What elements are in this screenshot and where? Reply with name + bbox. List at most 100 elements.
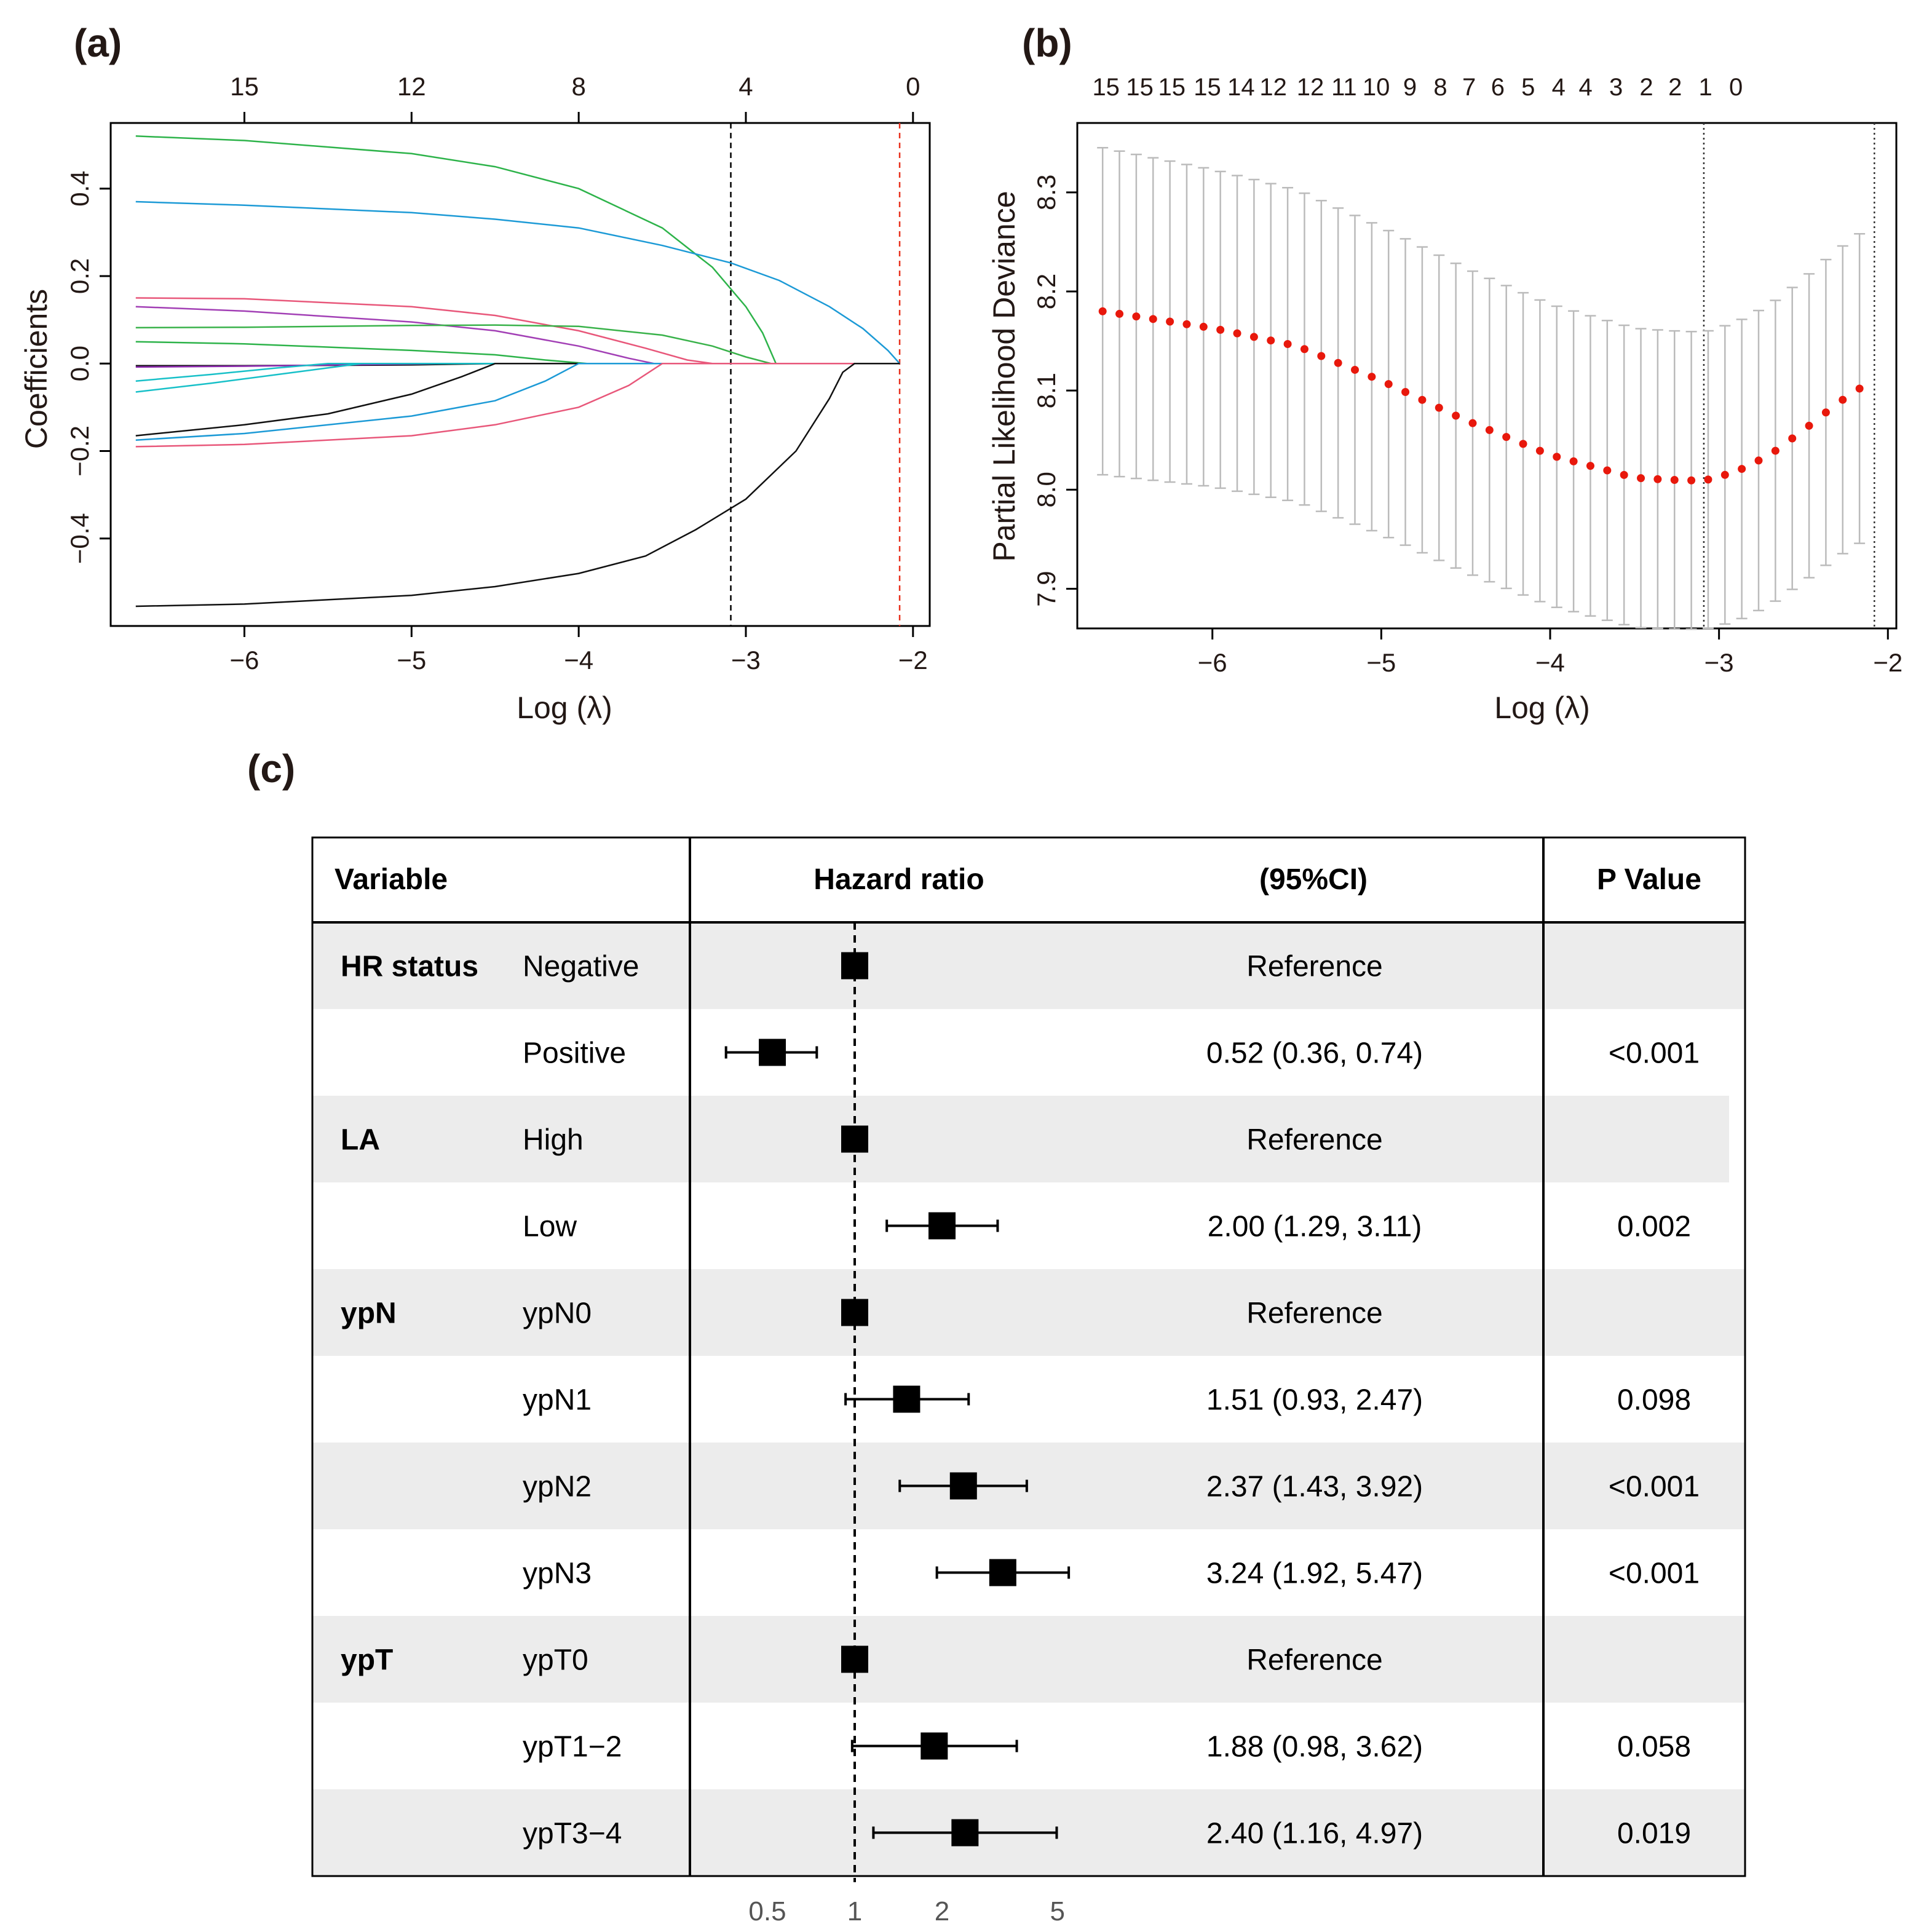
hr-marker bbox=[893, 1385, 920, 1413]
panel-b-point bbox=[1502, 433, 1511, 441]
panel-b-top-tick-label: 8 bbox=[1433, 74, 1447, 101]
panel-b-top-tick-label: 12 bbox=[1297, 74, 1324, 101]
panel-b-point bbox=[1199, 322, 1208, 331]
row-group-label: ypN bbox=[341, 1297, 397, 1330]
panel-a-y-tick-label: −0.2 bbox=[65, 426, 94, 477]
panel-a-x-tick-label: −4 bbox=[564, 646, 593, 675]
row-ci-text: 1.88 (0.98, 3.62) bbox=[1206, 1731, 1423, 1764]
hr-marker bbox=[841, 952, 868, 980]
row-ci-text: Reference bbox=[1246, 951, 1382, 983]
forest-x-tick-label: 1 bbox=[847, 1896, 862, 1926]
hr-marker bbox=[989, 1559, 1016, 1586]
panel-a-series-line bbox=[135, 200, 901, 365]
panel-a-x-tick-label: −5 bbox=[397, 646, 426, 675]
panel-b-point bbox=[1351, 365, 1360, 374]
panel-b-point bbox=[1418, 395, 1427, 404]
panel-a-series-line bbox=[135, 135, 900, 365]
panel-a: (a) Log (λ) Coefficients −6 15 −5 12 −4 8 −3 4 −… bbox=[19, 21, 931, 725]
hr-marker bbox=[951, 1819, 979, 1847]
panel-c: (c) Variable Hazard ratio (95%CI) P Valu… bbox=[247, 746, 1746, 1926]
panel-a-label: (a) bbox=[74, 21, 122, 65]
panel-b-point bbox=[1771, 446, 1780, 455]
hr-marker bbox=[841, 1645, 868, 1673]
hr-marker bbox=[759, 1039, 786, 1066]
row-level-label: Low bbox=[523, 1211, 577, 1243]
panel-b-top-tick-label: 0 bbox=[1729, 74, 1743, 101]
panel-b-point bbox=[1821, 408, 1830, 417]
panel-b-point bbox=[1334, 358, 1342, 367]
row-shade bbox=[312, 1269, 1745, 1356]
panel-a-series-line bbox=[135, 362, 900, 608]
panel-b-x-tick-label: −4 bbox=[1535, 648, 1565, 677]
panel-b-point bbox=[1720, 470, 1729, 479]
hr-marker bbox=[841, 1299, 868, 1326]
row-group-label: LA bbox=[341, 1124, 380, 1157]
row-p-value: 0.019 bbox=[1617, 1818, 1691, 1850]
panel-b-point bbox=[1519, 440, 1527, 448]
header-p-value: P Value bbox=[1597, 863, 1701, 896]
row-p-value: <0.001 bbox=[1609, 1037, 1700, 1070]
panel-b-point bbox=[1216, 325, 1225, 334]
row-level-label: High bbox=[523, 1124, 584, 1157]
row-p-value: <0.001 bbox=[1609, 1558, 1700, 1590]
panel-a-xlabel: Log (λ) bbox=[517, 691, 612, 725]
panel-b-x-tick-label: −3 bbox=[1704, 648, 1734, 677]
panel-b-point bbox=[1485, 426, 1494, 434]
row-level-label: ypN1 bbox=[523, 1384, 592, 1417]
header-ci: (95%CI) bbox=[1259, 863, 1368, 896]
panel-b-point bbox=[1535, 446, 1544, 455]
panel-b-point bbox=[1384, 380, 1393, 389]
row-level-label: ypN3 bbox=[523, 1558, 592, 1590]
row-ci-text: 2.40 (1.16, 4.97) bbox=[1206, 1818, 1423, 1850]
panel-b-point bbox=[1788, 434, 1797, 443]
panel-b-point bbox=[1452, 411, 1460, 420]
panel-b-top-tick-label: 14 bbox=[1227, 74, 1255, 101]
panel-b-top-tick-label: 4 bbox=[1579, 74, 1593, 101]
panel-b-point bbox=[1249, 333, 1258, 341]
panel-b-point bbox=[1435, 403, 1443, 412]
panel-a-series-line bbox=[135, 362, 900, 393]
panel-b-point bbox=[1754, 456, 1763, 465]
panel-a-series-line bbox=[135, 324, 900, 365]
panel-b-plot-frame bbox=[1076, 122, 1898, 630]
panel-b-x-tick-label: −6 bbox=[1198, 648, 1227, 677]
panel-b-point bbox=[1283, 339, 1292, 348]
row-group-label: HR status bbox=[341, 951, 478, 983]
panel-b-point bbox=[1233, 329, 1241, 338]
panel-b-point bbox=[1098, 307, 1107, 315]
panel-b-point bbox=[1300, 345, 1308, 354]
panel-a-series-line bbox=[135, 362, 900, 441]
panel-b-top-tick-label: 15 bbox=[1126, 74, 1154, 101]
row-shade bbox=[312, 1443, 1745, 1529]
row-shade bbox=[312, 922, 1745, 1009]
panel-b-top-tick-label: 2 bbox=[1639, 74, 1653, 101]
panel-b-point bbox=[1132, 312, 1141, 321]
row-p-value: 0.058 bbox=[1617, 1731, 1691, 1764]
panel-a-top-tick-label: 12 bbox=[397, 72, 426, 101]
panel-a-top-tick-label: 4 bbox=[738, 72, 753, 101]
panel-b-point bbox=[1468, 419, 1477, 427]
panel-b-top-tick-label: 15 bbox=[1194, 74, 1221, 101]
panel-b-y-tick-label: 8.3 bbox=[1032, 175, 1061, 210]
row-level-label: Negative bbox=[523, 951, 639, 983]
row-shade bbox=[312, 1616, 1745, 1703]
panel-b-xlabel: Log (λ) bbox=[1494, 691, 1590, 725]
header-hazard-ratio: Hazard ratio bbox=[814, 863, 984, 896]
panel-b-top-tick-label: 15 bbox=[1158, 74, 1186, 101]
panel-a-x-tick-label: −2 bbox=[898, 646, 928, 675]
panel-b-point bbox=[1805, 421, 1813, 430]
row-ci-text: 0.52 (0.36, 0.74) bbox=[1206, 1037, 1423, 1070]
panel-b-point bbox=[1738, 465, 1746, 473]
panel-a-y-tick-label: 0.0 bbox=[65, 346, 94, 381]
panel-a-series-line bbox=[135, 297, 900, 365]
hr-marker bbox=[928, 1212, 956, 1240]
panel-b-y-tick-label: 8.1 bbox=[1032, 373, 1061, 408]
panel-b-point bbox=[1620, 470, 1628, 479]
panel-a-series-line bbox=[135, 341, 900, 365]
panel-b-point bbox=[1401, 387, 1410, 396]
panel-a-series-line bbox=[135, 362, 900, 437]
panel-b-y-tick-label: 8.2 bbox=[1032, 274, 1061, 309]
panel-b-top-tick-label: 11 bbox=[1331, 74, 1357, 101]
row-ci-text: Reference bbox=[1246, 1124, 1382, 1157]
